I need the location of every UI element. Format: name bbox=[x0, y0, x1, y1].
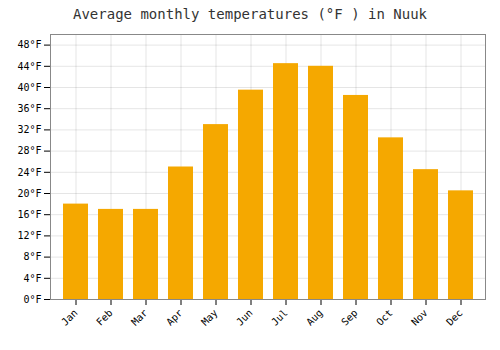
svg-text:May: May bbox=[199, 307, 220, 328]
svg-text:Apr: Apr bbox=[164, 307, 185, 328]
svg-text:Dec: Dec bbox=[444, 307, 465, 328]
svg-text:16°F: 16°F bbox=[17, 209, 41, 220]
svg-text:28°F: 28°F bbox=[17, 145, 41, 156]
svg-text:Sep: Sep bbox=[339, 307, 360, 328]
svg-text:20°F: 20°F bbox=[17, 188, 41, 199]
svg-text:Mar: Mar bbox=[129, 307, 150, 328]
svg-text:24°F: 24°F bbox=[17, 167, 41, 178]
svg-text:32°F: 32°F bbox=[17, 124, 41, 135]
svg-text:Nov: Nov bbox=[409, 307, 430, 328]
svg-text:8°F: 8°F bbox=[23, 251, 41, 262]
svg-text:Jul: Jul bbox=[269, 307, 290, 328]
svg-text:44°F: 44°F bbox=[17, 61, 41, 72]
svg-text:Aug: Aug bbox=[304, 307, 325, 328]
svg-text:Jan: Jan bbox=[59, 307, 80, 328]
html-text:Average monthly temperatures (: Average monthly temperatures (°F ) in Nu… bbox=[73, 6, 427, 22]
svg-text:36°F: 36°F bbox=[17, 103, 41, 114]
svg-text:40°F: 40°F bbox=[17, 82, 41, 93]
svg-text:Jun: Jun bbox=[234, 307, 255, 328]
svg-text:4°F: 4°F bbox=[23, 273, 41, 284]
svg-text:Oct: Oct bbox=[374, 307, 395, 328]
svg-text:0°F: 0°F bbox=[23, 294, 41, 305]
svg-text:Feb: Feb bbox=[94, 307, 115, 328]
svg-text:12°F: 12°F bbox=[17, 230, 41, 241]
svg-text:48°F: 48°F bbox=[17, 39, 41, 50]
